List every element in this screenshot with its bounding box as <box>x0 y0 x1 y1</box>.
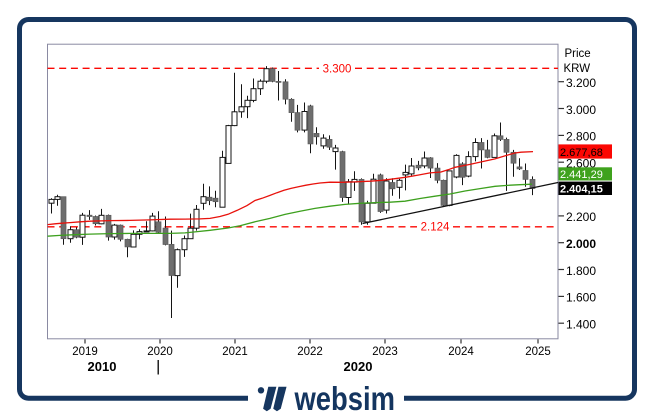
svg-text:2024: 2024 <box>448 346 474 358</box>
svg-text:2023: 2023 <box>372 346 398 358</box>
svg-text:3.200: 3.200 <box>566 76 596 90</box>
svg-text:2019: 2019 <box>72 346 98 358</box>
svg-text:2.800: 2.800 <box>566 130 596 144</box>
svg-text:2.124: 2.124 <box>421 221 450 233</box>
svg-text:2.600: 2.600 <box>566 157 596 171</box>
svg-text:websim: websim <box>294 380 395 417</box>
svg-text:1.600: 1.600 <box>566 291 596 305</box>
svg-text:2025: 2025 <box>525 346 551 358</box>
svg-text:2.404,15: 2.404,15 <box>560 184 603 196</box>
svg-text:2020: 2020 <box>147 346 173 358</box>
svg-text:2020: 2020 <box>344 359 373 374</box>
svg-text:2.000: 2.000 <box>566 237 596 251</box>
svg-text:2.200: 2.200 <box>566 210 596 224</box>
svg-text:KRW: KRW <box>564 63 591 75</box>
svg-text:2.677,68: 2.677,68 <box>560 147 603 159</box>
svg-text:3.300: 3.300 <box>323 63 352 75</box>
svg-text:2021: 2021 <box>222 346 248 358</box>
svg-text:2.441,29: 2.441,29 <box>560 169 603 181</box>
svg-text:Price: Price <box>565 48 591 60</box>
svg-text:2010: 2010 <box>88 359 117 374</box>
svg-text:2022: 2022 <box>297 346 323 358</box>
svg-text:1.800: 1.800 <box>566 264 596 278</box>
svg-text:3.000: 3.000 <box>566 103 596 117</box>
svg-text:1.400: 1.400 <box>566 318 596 332</box>
